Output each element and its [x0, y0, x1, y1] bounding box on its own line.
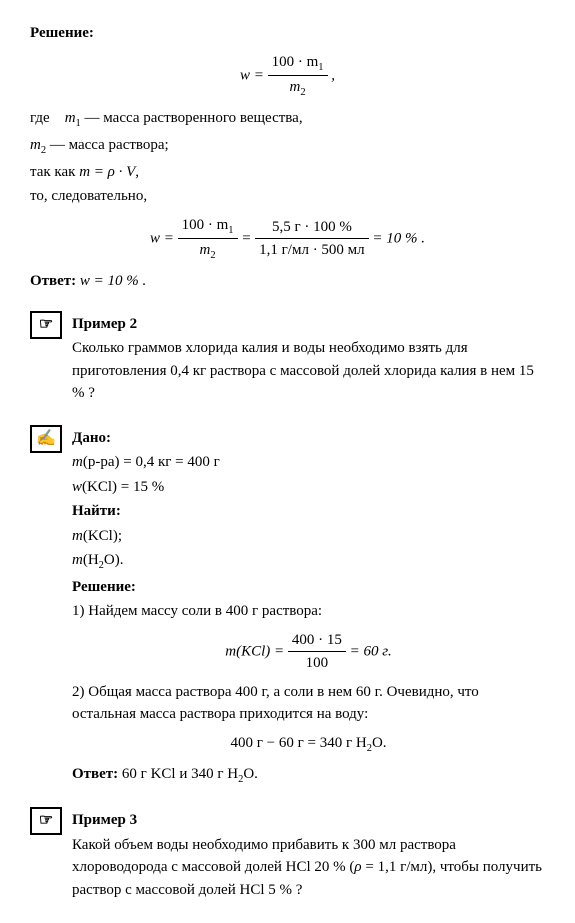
hand-point-icon: ☞: [30, 311, 62, 339]
example-3-header: ☞ Пример 3 Какой объем воды необходимо п…: [30, 807, 545, 903]
hand-write-icon: ✍: [30, 425, 62, 453]
example-3-body: Какой объем воды необходимо прибавить к …: [72, 834, 545, 902]
solution-block-1: Решение: w = 100 · m1 m2 , где m1 — масс…: [30, 22, 545, 293]
find-2: m(H2O).: [72, 549, 545, 574]
example-2-solution: ✍ Дано: m(р-ра) = 0,4 кг = 400 г w(KCl) …: [30, 425, 545, 790]
hand-point-icon: ☞: [30, 807, 62, 835]
where-line-2: m2 — масса раствора;: [30, 134, 545, 159]
then-line: то, следовательно,: [30, 185, 545, 208]
answer-1: Ответ: w = 10 % .: [30, 270, 545, 293]
given-2: w(KCl) = 15 %: [72, 476, 545, 499]
step-1-text: 1) Найдем массу соли в 400 г раствора:: [72, 600, 545, 623]
find-1: m(KCl);: [72, 525, 545, 548]
example-2-title: Пример 2: [72, 313, 545, 336]
equation-3: m(KCl) = 400 · 15 100 = 60 г.: [72, 629, 545, 675]
step-2-text: 2) Общая масса раствора 400 г, а соли в …: [72, 681, 545, 726]
where-line-1: где m1 — масса растворенного вещества,: [30, 107, 545, 132]
equation-4: 400 г − 60 г = 340 г H2O.: [72, 732, 545, 757]
example-2-header: ☞ Пример 2 Сколько граммов хлорида калия…: [30, 311, 545, 407]
answer-2: Ответ: 60 г KCl и 340 г H2O.: [72, 763, 545, 788]
solution-heading: Решение:: [30, 22, 545, 45]
given-1: m(р-ра) = 0,4 кг = 400 г: [72, 451, 545, 474]
solution-heading-2: Решение:: [72, 576, 545, 599]
equation-1: w = 100 · m1 m2 ,: [30, 51, 545, 102]
find-heading: Найти:: [72, 500, 545, 523]
given-heading: Дано:: [72, 427, 545, 450]
example-2-body: Сколько граммов хлорида калия и воды нео…: [72, 337, 545, 405]
equation-2: w = 100 · m1 m2 = 5,5 г · 100 % 1,1 г/мл…: [30, 214, 545, 265]
since-line: так как m = ρ · V,: [30, 161, 545, 184]
example-3-title: Пример 3: [72, 809, 545, 832]
